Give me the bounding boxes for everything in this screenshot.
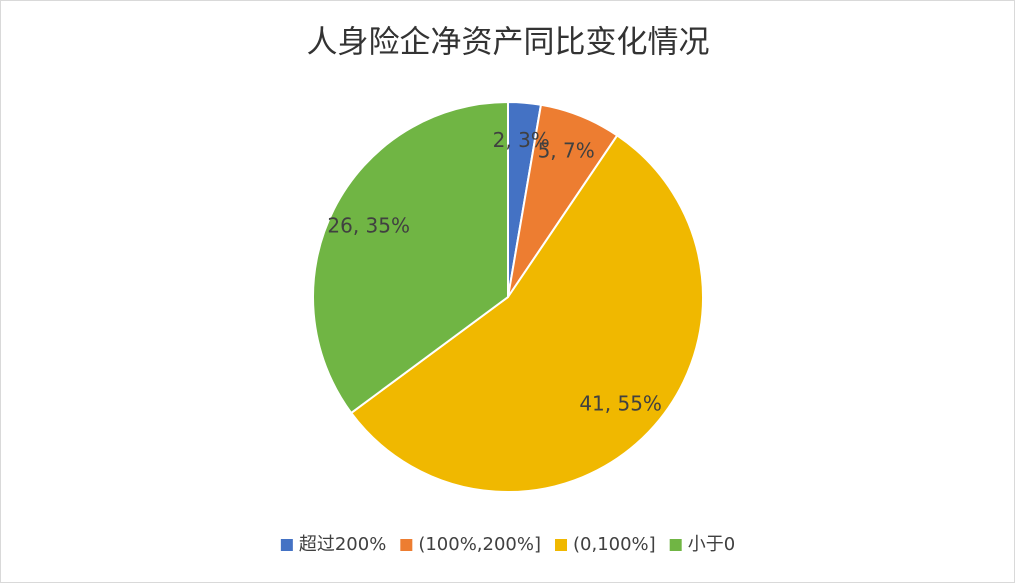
legend-label: 小于0 — [688, 534, 735, 555]
legend-entry: 小于0 — [669, 534, 735, 555]
data-label: 5, 7% — [538, 139, 595, 163]
data-label: 41, 55% — [579, 391, 662, 415]
legend-swatch — [280, 539, 293, 551]
legend-label: (0,100%] — [573, 534, 656, 555]
data-labels: 2, 3%5, 7% 41, 55% 26, 35% — [327, 128, 662, 415]
legend-label: 超过200% — [299, 534, 386, 555]
data-label: 26, 35% — [327, 213, 410, 237]
pie-slice — [312, 100, 509, 415]
legend-entry: (100%,200%] — [400, 534, 541, 555]
legend-label: (100%,200%] — [418, 534, 541, 555]
legend-swatch — [555, 539, 568, 551]
chart-title: 人身险企净资产同比变化情况 — [307, 25, 710, 61]
pie — [312, 100, 704, 493]
legend-entry: (0,100%] — [555, 534, 656, 555]
legend: 超过200% (100%,200%] (0,100%] 小于0 — [280, 534, 735, 555]
legend-entry: 超过200% — [280, 534, 386, 555]
legend-swatch — [669, 539, 682, 551]
data-label: 2, 3% — [493, 128, 550, 152]
legend-swatch — [400, 539, 413, 551]
pie-slice — [349, 134, 704, 493]
